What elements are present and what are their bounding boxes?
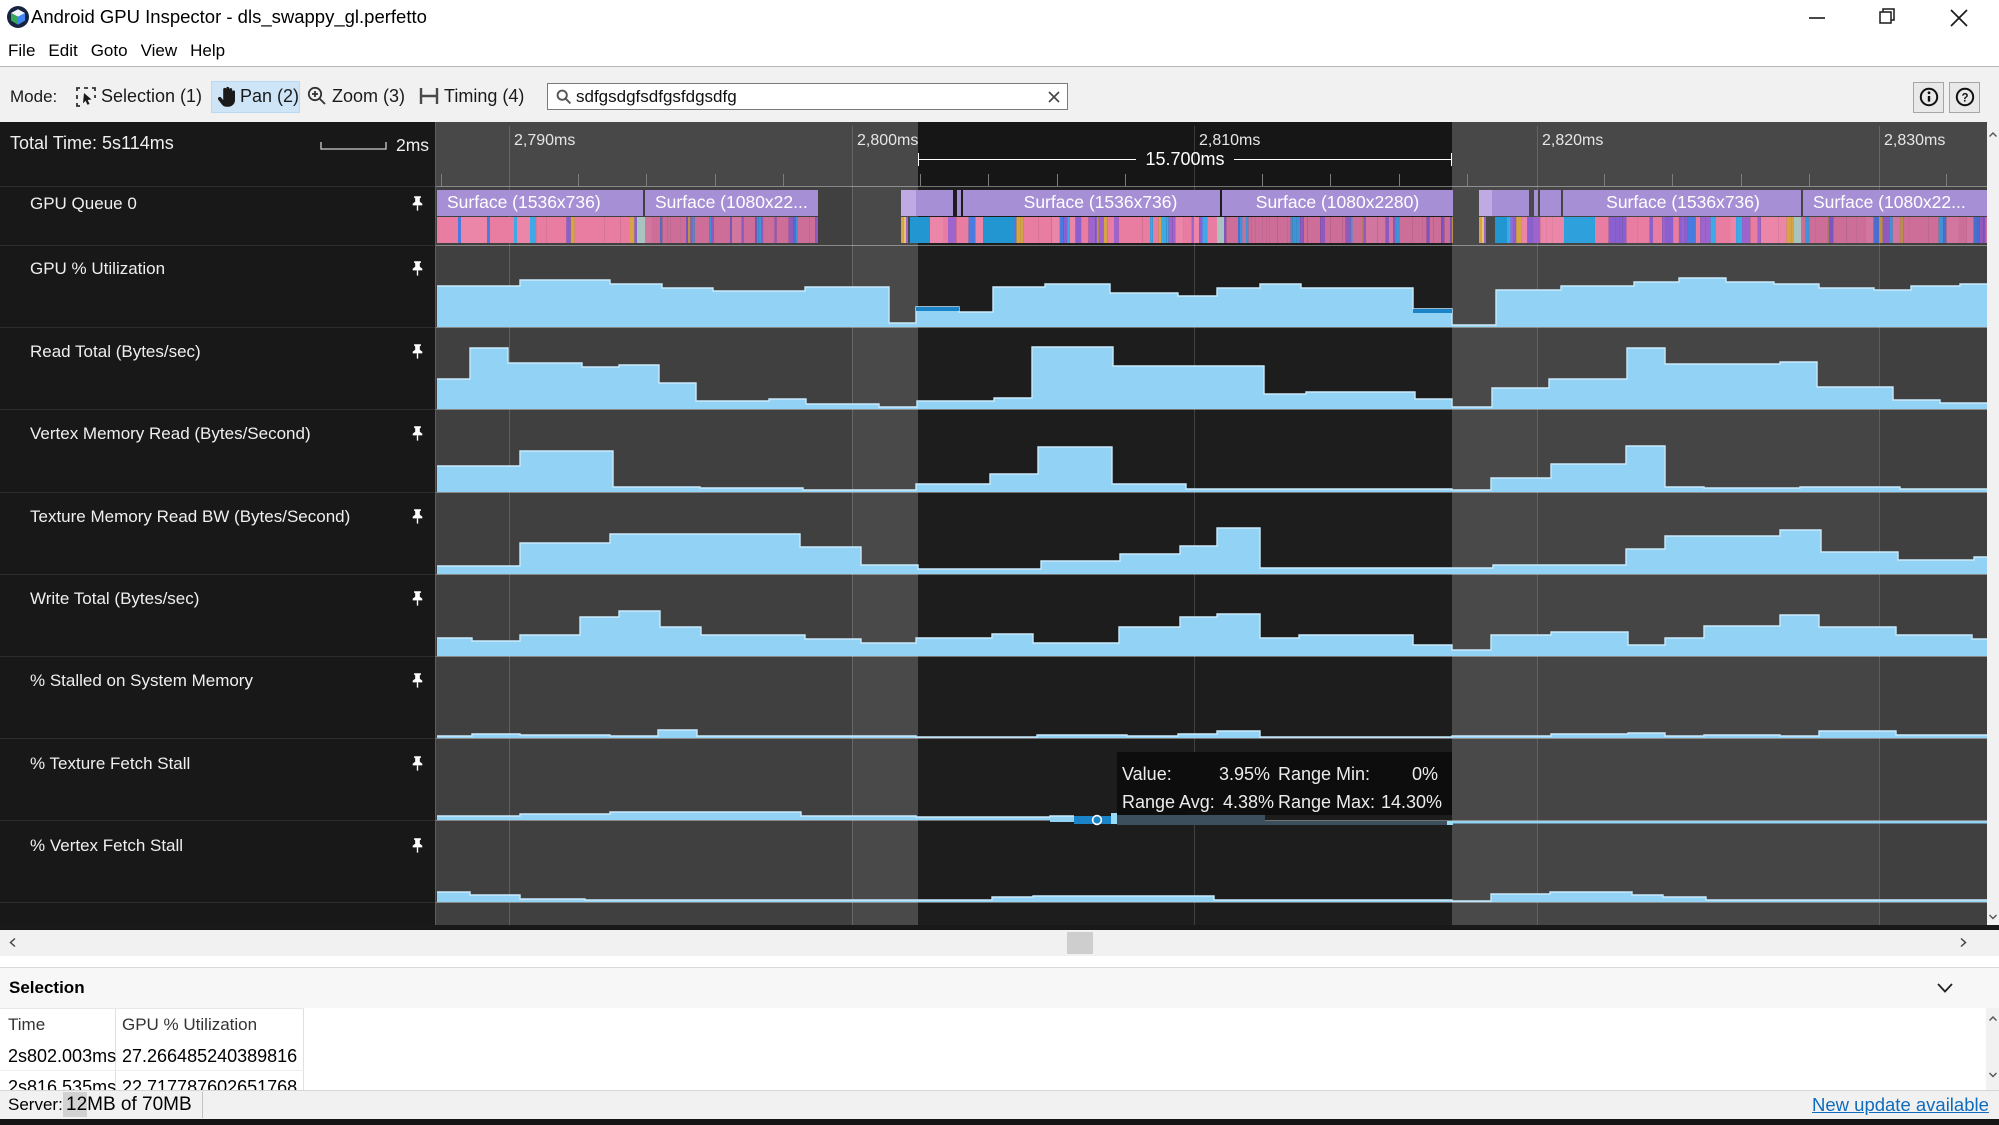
svg-text:2ms: 2ms [396,138,429,152]
svg-text:?: ? [1961,92,1968,104]
